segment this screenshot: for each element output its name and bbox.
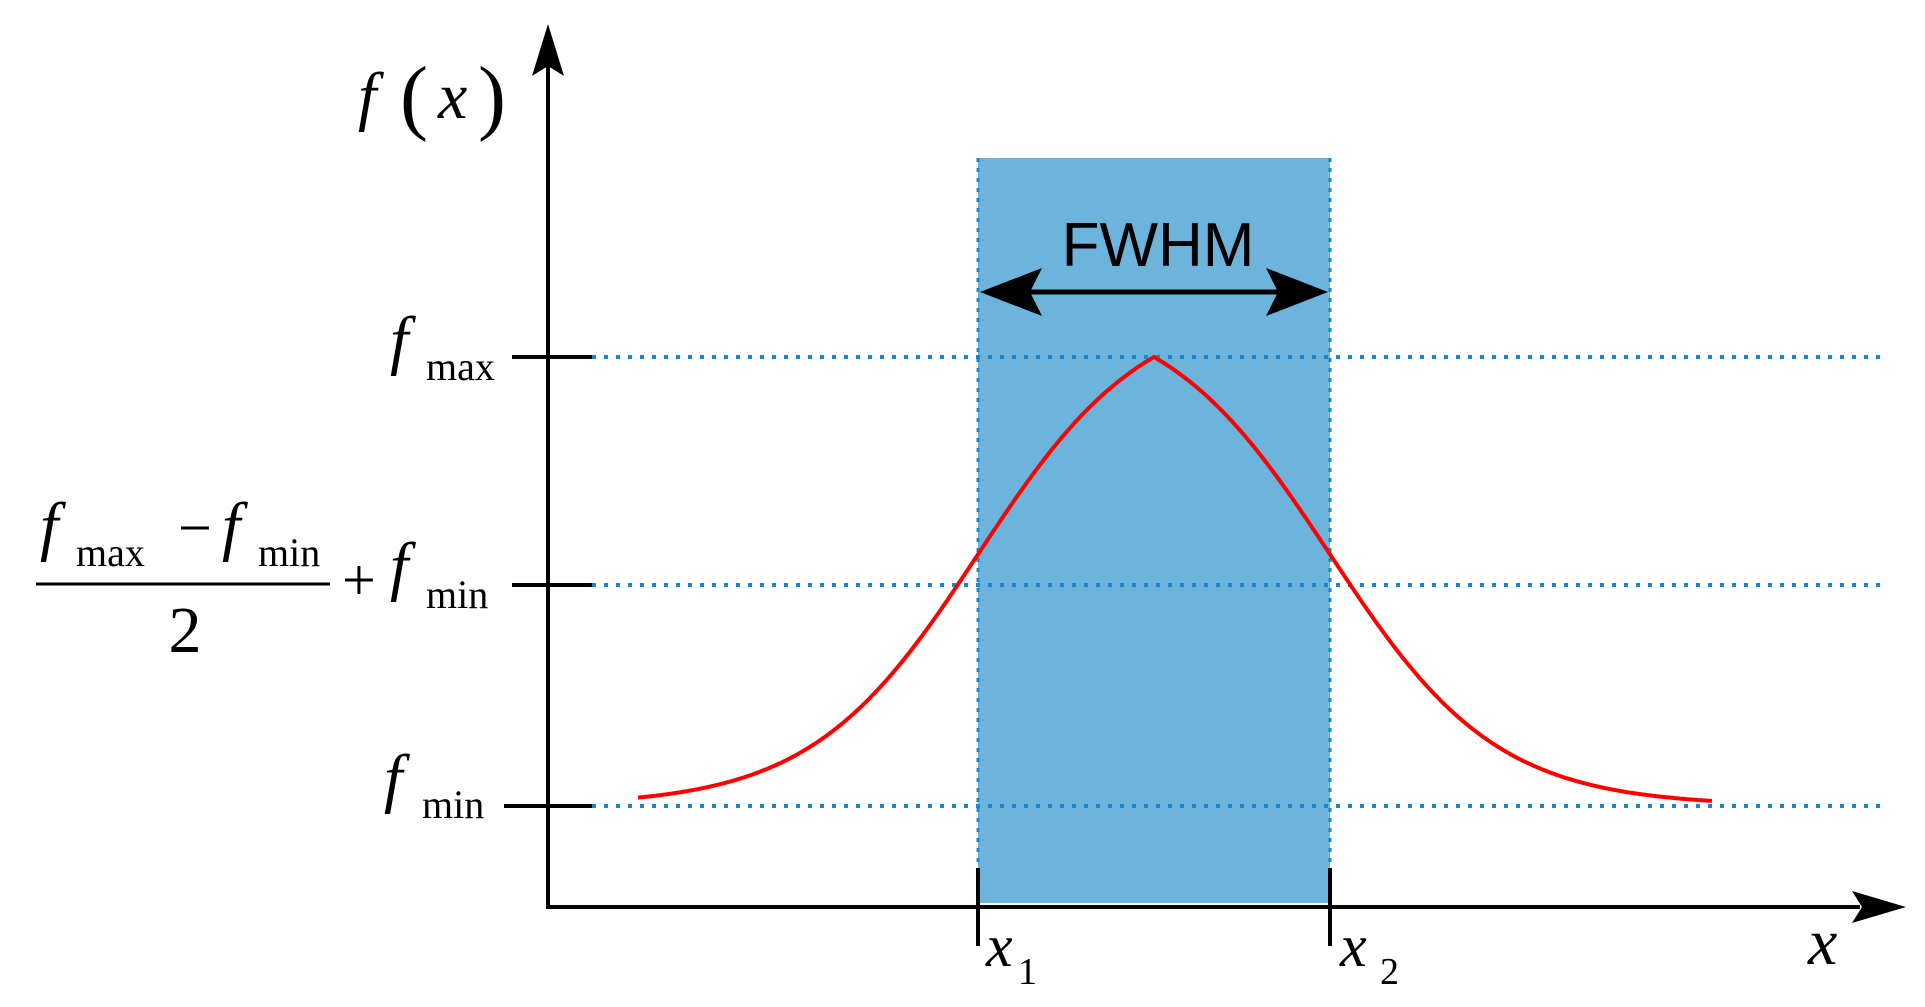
fwhm-arrow-head-right (1266, 268, 1328, 316)
fmin-label-f: f (384, 742, 410, 815)
half-den: 2 (169, 594, 202, 667)
double-headed-arrow-icon (980, 268, 1042, 316)
x2-label-sub: 2 (1380, 951, 1399, 993)
fmax-label-sub: max (426, 344, 495, 389)
fmin-label-sub: min (422, 782, 484, 827)
fmax-label-f: f (390, 304, 416, 377)
half-num-f2: f (222, 490, 248, 563)
half-plus: + (342, 547, 376, 613)
y-axis-label-paren-close: ) (478, 50, 506, 143)
half-num-sub1: max (76, 530, 145, 575)
half-num-minus: − (178, 495, 212, 561)
fwhm-band (978, 158, 1330, 903)
arrow-right-icon (1852, 891, 1906, 923)
half-num-sub2: min (258, 530, 320, 575)
arrow-up-icon (532, 24, 564, 76)
x1-label: x (985, 913, 1013, 979)
half-num-f1: f (40, 490, 66, 563)
gaussian-curve (637, 354, 1713, 803)
y-axis-label-x: x (437, 60, 467, 133)
x2-label: x (1339, 913, 1367, 979)
y-axis-label-f: f (358, 60, 384, 133)
y-axis-label-paren-open: ( (400, 50, 428, 143)
x-axis-label: x (1807, 906, 1837, 979)
x1-label-sub: 1 (1018, 951, 1037, 993)
fwhm-label: FWHM (1062, 211, 1255, 280)
half-sub: min (426, 572, 488, 617)
half-f: f (390, 530, 416, 603)
